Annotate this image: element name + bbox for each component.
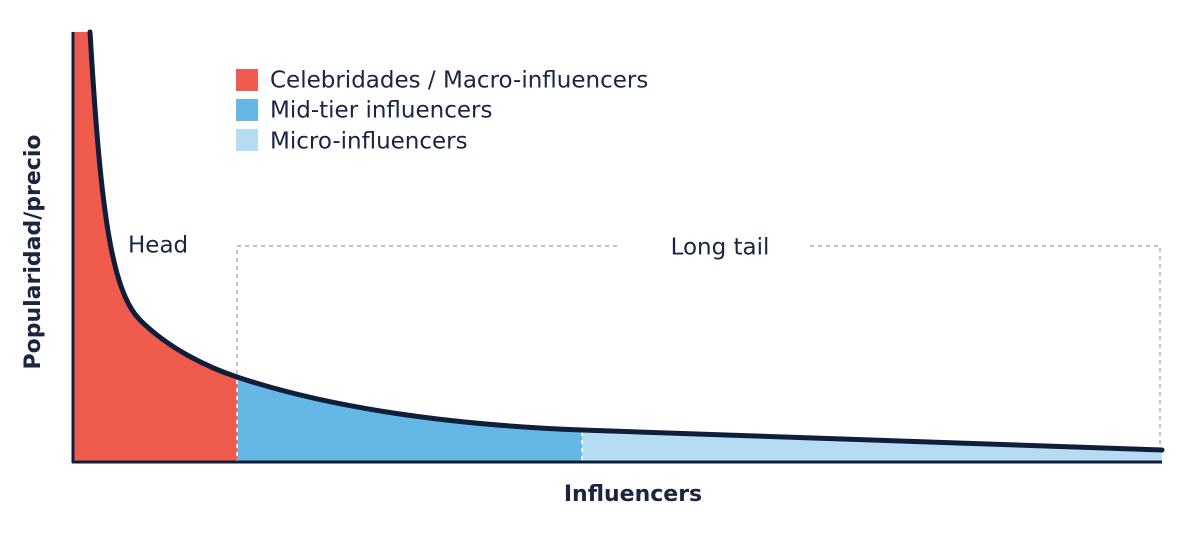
- x-axis-label: Influencers: [564, 482, 702, 507]
- legend-label: Celebridades / Macro-influencers: [270, 68, 648, 94]
- long-tail-label: Long tail: [671, 235, 770, 261]
- curve: [87, 29, 1165, 453]
- long-tail-bracket: [236, 245, 1161, 446]
- legend-swatch: [236, 99, 258, 121]
- micro-area: [582, 430, 1162, 462]
- legend-swatch: [236, 69, 258, 91]
- head-area: [73, 32, 237, 462]
- legend-swatch: [236, 129, 258, 151]
- legend-label: Micro-influencers: [270, 129, 468, 155]
- mid-tier-area: [237, 377, 582, 462]
- head-label: Head: [128, 233, 188, 259]
- legend-label: Mid-tier influencers: [270, 98, 492, 124]
- y-axis-label: Popularidad/precio: [21, 134, 46, 369]
